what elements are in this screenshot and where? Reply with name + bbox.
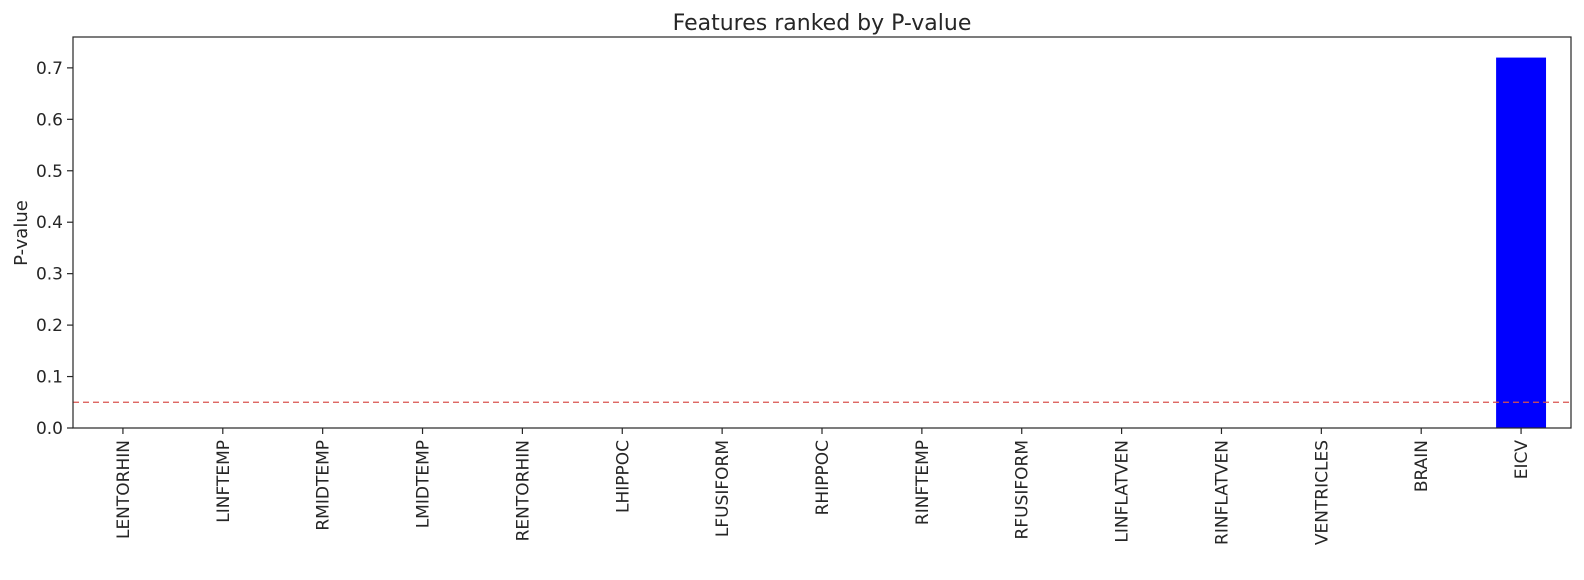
x-tick-label: LHIPPOC [613,440,633,513]
x-tick-label: BRAIN [1412,440,1432,492]
y-tick-label: 0.4 [36,213,63,233]
x-tick-label: VENTRICLES [1312,440,1332,545]
bar-eicv [1496,57,1547,428]
y-tick-label: 0.1 [36,368,63,388]
x-axis: LENTORHIN LINFTEMP RMIDTEMP LMIDTEMP RENTORH… [114,428,1532,545]
x-tick-label: RMIDTEMP [314,440,334,531]
y-tick-label: 0.0 [36,419,63,439]
y-tick-label: 0.3 [36,265,63,285]
y-tick-label: 0.5 [36,162,63,182]
x-tick-label: LMIDTEMP [414,440,434,528]
y-axis: 0.0 0.1 0.2 0.3 0.4 0.5 0.6 0.7 [36,59,73,439]
x-tick-label: RINFTEMP [913,440,933,525]
x-tick-label: RHIPPOC [813,440,833,515]
y-tick-label: 0.7 [36,59,63,79]
y-axis-label: P-value [11,200,32,266]
x-tick-label: LINFLATVEN [1113,440,1133,543]
x-tick-label: RFUSIFORM [1013,440,1033,539]
x-tick-label: RINFLATVEN [1212,440,1232,545]
y-tick-label: 0.6 [36,110,63,130]
x-tick-label: EICV [1512,440,1532,480]
chart-title: Features ranked by P-value [673,11,972,36]
x-tick-label: LINFTEMP [214,440,234,523]
bars-layer [1496,57,1547,428]
x-tick-label: LENTORHIN [114,440,134,539]
y-tick-label: 0.2 [36,316,63,336]
x-tick-label: LFUSIFORM [713,440,733,537]
x-tick-label: RENTORHIN [513,440,533,541]
plot-frame [72,36,1572,429]
